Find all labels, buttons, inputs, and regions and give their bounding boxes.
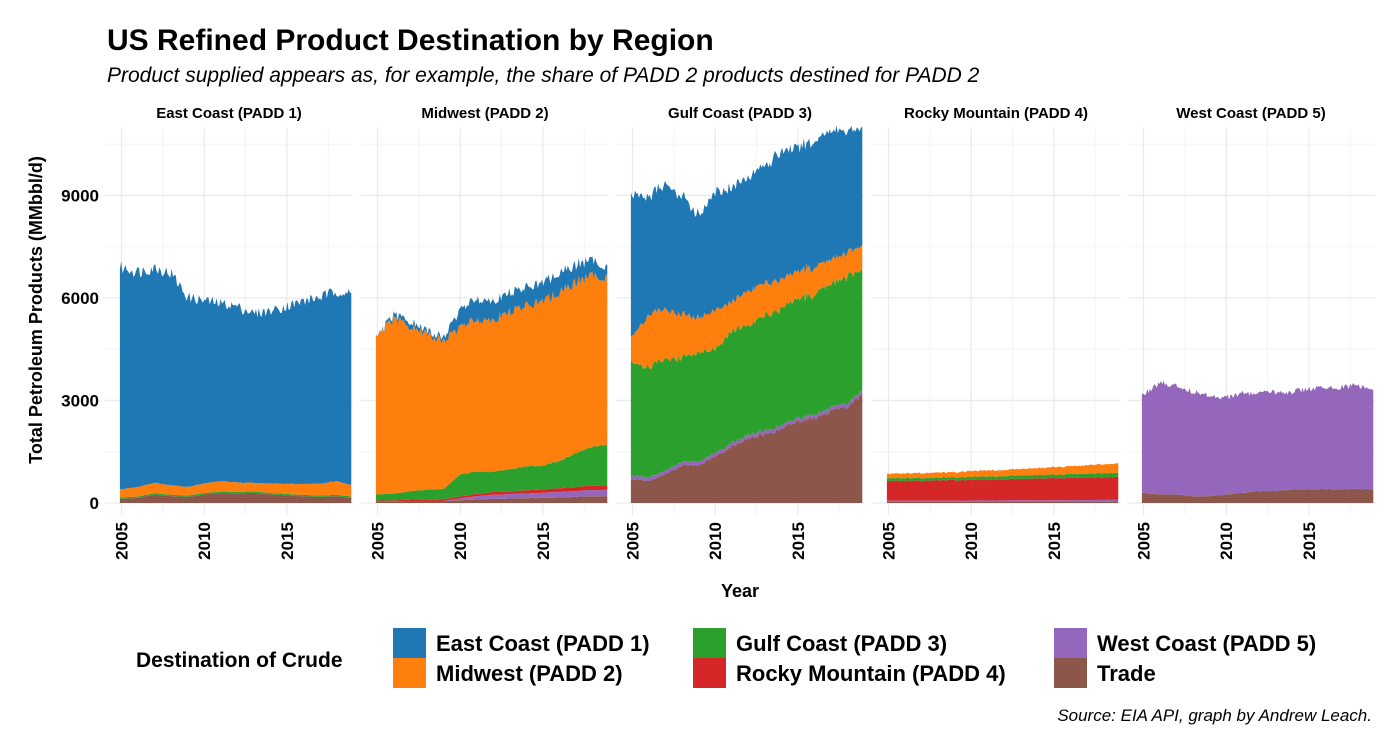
- chart-title: US Refined Product Destination by Region: [107, 24, 714, 57]
- area-trade: [1141, 488, 1374, 503]
- legend-swatch: [693, 658, 726, 688]
- facet-strip-label: West Coast (PADD 5): [1176, 105, 1325, 122]
- legend-item-trade: Trade: [1054, 658, 1156, 688]
- y-tick-label: 6000: [61, 289, 99, 308]
- legend-swatch: [1054, 658, 1087, 688]
- x-tick-label: 2010: [962, 522, 981, 560]
- area-west-coast-padd-5: [886, 499, 1119, 502]
- facet-strip-label: Midwest (PADD 2): [421, 105, 548, 122]
- legend-label: Trade: [1097, 661, 1156, 686]
- area-trade: [630, 392, 863, 503]
- legend-swatch: [1054, 628, 1087, 658]
- legend-label: Gulf Coast (PADD 3): [736, 631, 947, 656]
- legend-label: Rocky Mountain (PADD 4): [736, 661, 1006, 686]
- x-tick-label: 2005: [369, 522, 388, 560]
- x-axis-title: Year: [721, 581, 759, 601]
- y-tick-label: 3000: [61, 391, 99, 410]
- legend-swatch: [393, 658, 426, 688]
- legend-swatch: [393, 628, 426, 658]
- panel-east-coast-padd-1: East Coast (PADD 1) 2005 2010 2015: [105, 105, 353, 560]
- area-west-coast-padd-5: [375, 489, 608, 502]
- legend-label: East Coast (PADD 1): [436, 631, 650, 656]
- legend-item-east-coast-padd-1: East Coast (PADD 1): [393, 628, 650, 658]
- legend-swatch: [693, 628, 726, 658]
- legend-item-west-coast-padd-5: West Coast (PADD 5): [1054, 628, 1316, 658]
- area-gulf-coast-padd-3: [119, 491, 352, 499]
- x-tick-label: 2015: [278, 522, 297, 560]
- legend-item-midwest-padd-2: Midwest (PADD 2): [393, 658, 623, 688]
- x-tick-label: 2015: [534, 522, 553, 560]
- area-east-coast-padd-1: [630, 125, 863, 337]
- x-tick-label: 2005: [1135, 522, 1154, 560]
- area-midwest-padd-2: [119, 481, 352, 498]
- legend-item-gulf-coast-padd-3: Gulf Coast (PADD 3): [693, 628, 947, 658]
- legend-label: West Coast (PADD 5): [1097, 631, 1316, 656]
- x-tick-label: 2015: [1045, 522, 1064, 560]
- facet-strip-label: East Coast (PADD 1): [156, 105, 302, 122]
- area-rocky-mountain-padd-4: [886, 476, 1119, 501]
- chart-subtitle: Product supplied appears as, for example…: [107, 64, 980, 87]
- x-tick-label: 2015: [789, 522, 808, 560]
- area-west-coast-padd-5: [1141, 380, 1374, 497]
- area-trade: [119, 492, 352, 503]
- x-tick-label: 2005: [624, 522, 643, 560]
- x-tick-label: 2010: [451, 522, 470, 560]
- y-axis-title: Total Petroleum Products (MMbbl/d): [26, 156, 46, 464]
- panel-gulf-coast-padd-3: Gulf Coast (PADD 3) 2005 2010 2015: [616, 105, 864, 560]
- legend-title: Destination of Crude: [136, 649, 343, 672]
- area-gulf-coast-padd-3: [375, 444, 608, 501]
- panel-midwest-padd-2: Midwest (PADD 2) 2005 2010 2015: [361, 105, 609, 560]
- area-trade: [886, 501, 1119, 503]
- panel-west-coast-padd-5: West Coast (PADD 5) 2005 2010 2015: [1127, 105, 1375, 560]
- x-tick-label: 2010: [1217, 522, 1236, 560]
- area-gulf-coast-padd-3: [630, 269, 863, 478]
- area-midwest-padd-2: [375, 271, 608, 495]
- panel-rocky-mountain-padd-4: Rocky Mountain (PADD 4) 2005 2010 2015: [872, 105, 1120, 560]
- area-east-coast-padd-1: [119, 260, 352, 490]
- x-tick-label: 2015: [1300, 522, 1319, 560]
- legend-item-rocky-mountain-padd-4: Rocky Mountain (PADD 4): [693, 658, 1006, 688]
- x-tick-label: 2010: [706, 522, 725, 560]
- x-tick-label: 2010: [195, 522, 214, 560]
- area-gulf-coast-padd-3: [886, 472, 1119, 482]
- y-tick-label: 0: [90, 494, 99, 513]
- y-tick-label: 9000: [61, 186, 99, 205]
- x-tick-label: 2005: [113, 522, 132, 560]
- legend-label: Midwest (PADD 2): [436, 661, 623, 686]
- x-tick-label: 2005: [880, 522, 899, 560]
- area-trade: [375, 496, 608, 503]
- area-midwest-padd-2: [886, 463, 1119, 479]
- chart-caption: Source: EIA API, graph by Andrew Leach.: [1057, 706, 1372, 725]
- legend: Destination of Crude East Coast (PADD 1)…: [136, 628, 1316, 688]
- area-midwest-padd-2: [630, 245, 863, 369]
- facet-strip-label: Gulf Coast (PADD 3): [668, 105, 812, 122]
- facet-strip-label: Rocky Mountain (PADD 4): [904, 105, 1088, 122]
- area-rocky-mountain-padd-4: [375, 485, 608, 502]
